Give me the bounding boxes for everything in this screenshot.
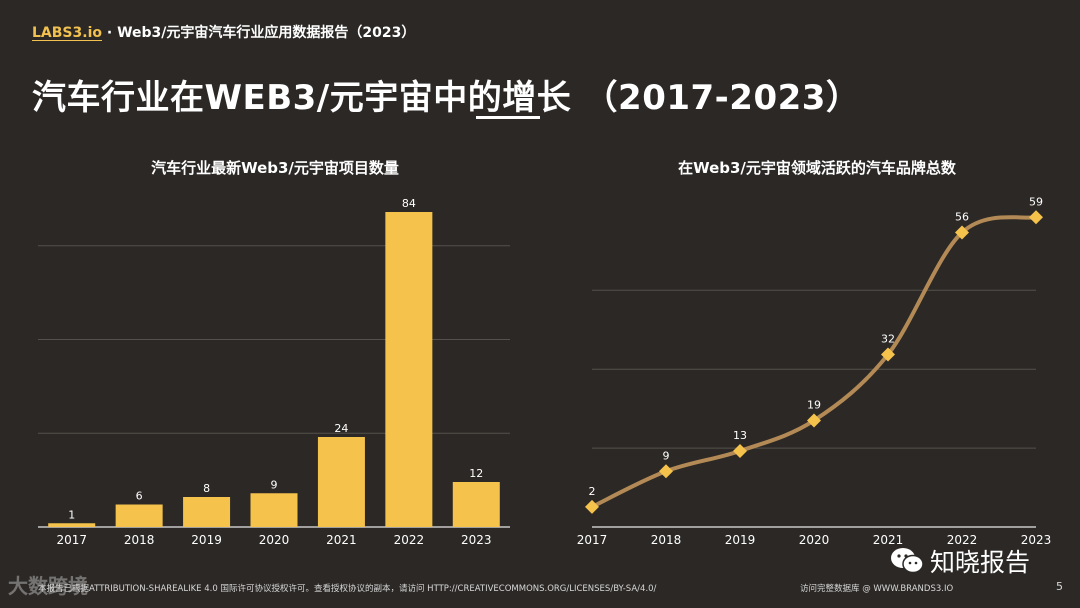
bar bbox=[250, 493, 298, 527]
line-x-tick-label: 2021 bbox=[873, 533, 904, 547]
bar-x-tick-label: 2019 bbox=[191, 533, 222, 547]
wechat-icon bbox=[891, 548, 924, 574]
line-value-label: 56 bbox=[955, 211, 969, 224]
line-value-label: 32 bbox=[881, 332, 895, 345]
line-value-label: 2 bbox=[589, 485, 596, 498]
bar-value-label: 1 bbox=[68, 508, 75, 521]
line-x-tick-label: 2017 bbox=[577, 533, 608, 547]
bar bbox=[385, 212, 433, 527]
bar-x-tick-label: 2020 bbox=[259, 533, 290, 547]
bar-value-label: 24 bbox=[334, 422, 348, 435]
brand-link[interactable]: LABS3.io bbox=[32, 25, 102, 41]
line-x-tick-label: 2020 bbox=[799, 533, 830, 547]
bar bbox=[48, 523, 96, 527]
watermark-right-text: 知晓报告 bbox=[930, 548, 1031, 577]
line-value-label: 59 bbox=[1029, 195, 1043, 208]
bar bbox=[452, 482, 500, 527]
bar-value-label: 9 bbox=[271, 478, 278, 491]
database-link[interactable]: 访问完整数据库 @ WWW.BRANDS3.IO bbox=[800, 584, 954, 594]
bar-chart-title: 汽车行业最新Web3/元宇宙项目数量 bbox=[151, 159, 399, 177]
bar bbox=[183, 497, 231, 527]
line-chart-title: 在Web3/元宇宙领域活跃的汽车品牌总数 bbox=[678, 159, 956, 177]
line-point-marker bbox=[585, 499, 599, 514]
page-title: 汽车行业在WEB3/元宇宙中的增长 （2017-2023） bbox=[32, 78, 861, 118]
header-bar: LABS3.io · Web3/元宇宙汽车行业应用数据报告（2023） bbox=[32, 22, 415, 42]
bar bbox=[317, 437, 365, 527]
line-point-marker bbox=[733, 443, 747, 458]
bar-x-tick-label: 2021 bbox=[326, 533, 357, 547]
title-underline bbox=[476, 116, 540, 119]
line-point-marker bbox=[955, 225, 969, 240]
bar-value-label: 84 bbox=[402, 197, 416, 210]
line-x-tick-label: 2023 bbox=[1021, 533, 1052, 547]
bar-value-label: 6 bbox=[136, 490, 143, 503]
line-point-marker bbox=[881, 347, 895, 362]
bar-value-label: 8 bbox=[203, 482, 210, 495]
line-value-label: 13 bbox=[733, 429, 747, 442]
line-x-tick-label: 2018 bbox=[651, 533, 682, 547]
line-point-marker bbox=[1029, 210, 1043, 225]
bar-x-tick-label: 2023 bbox=[461, 533, 492, 547]
bar-value-label: 12 bbox=[469, 467, 483, 480]
line-x-tick-label: 2019 bbox=[725, 533, 756, 547]
license-text: 本报告已根据ATTRIBUTION-SHAREALIKE 4.0 国际许可协议授… bbox=[38, 584, 657, 594]
watermark-left: 大数跨境 bbox=[8, 574, 88, 598]
line-point-marker bbox=[807, 413, 821, 428]
bar bbox=[115, 504, 163, 527]
bar-x-tick-label: 2018 bbox=[124, 533, 155, 547]
line-point-marker bbox=[659, 464, 673, 479]
watermark-right: 知晓报告 bbox=[890, 543, 1030, 579]
line-x-tick-label: 2022 bbox=[947, 533, 978, 547]
bar-x-tick-label: 2022 bbox=[394, 533, 425, 547]
series-line bbox=[590, 215, 1038, 509]
page-number: 5 bbox=[1056, 580, 1063, 593]
line-value-label: 19 bbox=[807, 398, 821, 411]
report-subtitle: · Web3/元宇宙汽车行业应用数据报告（2023） bbox=[102, 25, 416, 41]
bar-x-tick-label: 2017 bbox=[56, 533, 87, 547]
line-value-label: 9 bbox=[663, 449, 670, 462]
